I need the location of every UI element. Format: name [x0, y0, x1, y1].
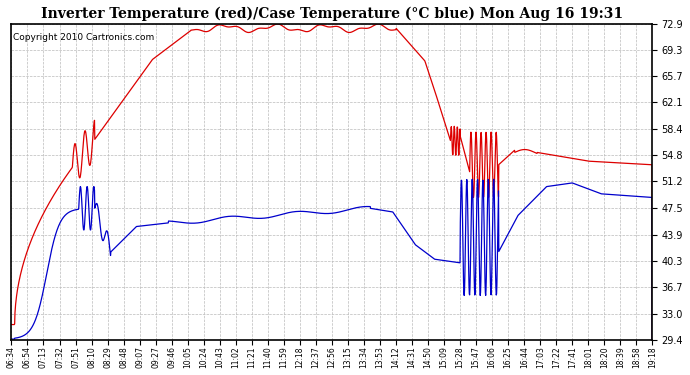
Title: Inverter Temperature (red)/Case Temperature (°C blue) Mon Aug 16 19:31: Inverter Temperature (red)/Case Temperat… — [41, 7, 623, 21]
Text: Copyright 2010 Cartronics.com: Copyright 2010 Cartronics.com — [12, 33, 154, 42]
